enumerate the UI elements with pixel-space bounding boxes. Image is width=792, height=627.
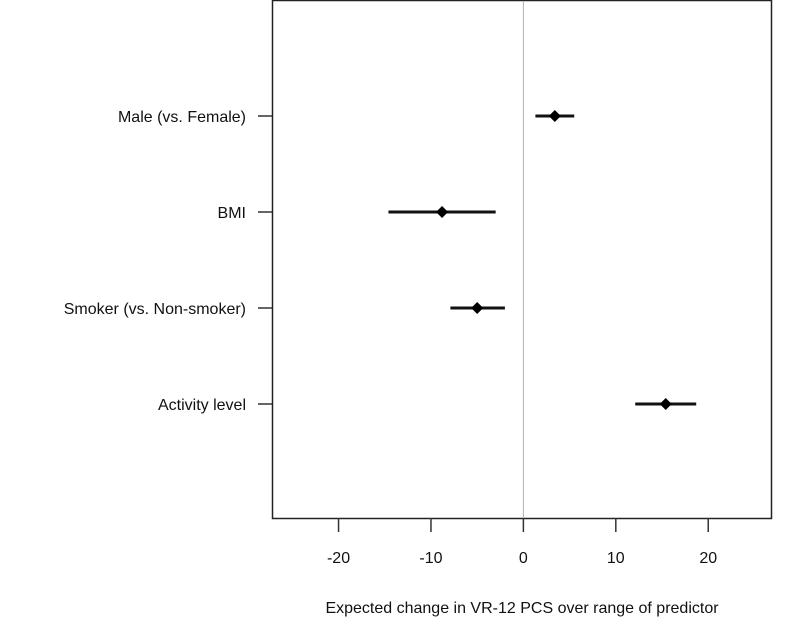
estimates	[388, 110, 697, 410]
point-estimate	[436, 206, 449, 218]
plot-frame	[271, 0, 773, 520]
x-tick-label: 20	[699, 550, 717, 567]
x-axis-label: Expected change in VR-12 PCS over range …	[325, 600, 719, 617]
point-estimate	[659, 398, 672, 410]
point-estimate	[548, 110, 561, 122]
x-tick-label: 0	[519, 550, 528, 567]
y-tick-label: BMI	[218, 205, 246, 222]
y-tick-label: Male (vs. Female)	[118, 109, 246, 126]
x-axis: -20 -10 0 10 20	[327, 518, 717, 567]
x-tick-label: 10	[607, 550, 625, 567]
x-tick-label: -20	[327, 550, 350, 567]
x-tick-label: -10	[419, 550, 442, 567]
y-tick-label: Smoker (vs. Non-smoker)	[64, 301, 246, 318]
point-estimate	[471, 302, 484, 314]
y-tick-label: Activity level	[158, 397, 246, 414]
y-axis: Male (vs. Female) BMI Smoker (vs. Non-smok…	[64, 109, 272, 414]
